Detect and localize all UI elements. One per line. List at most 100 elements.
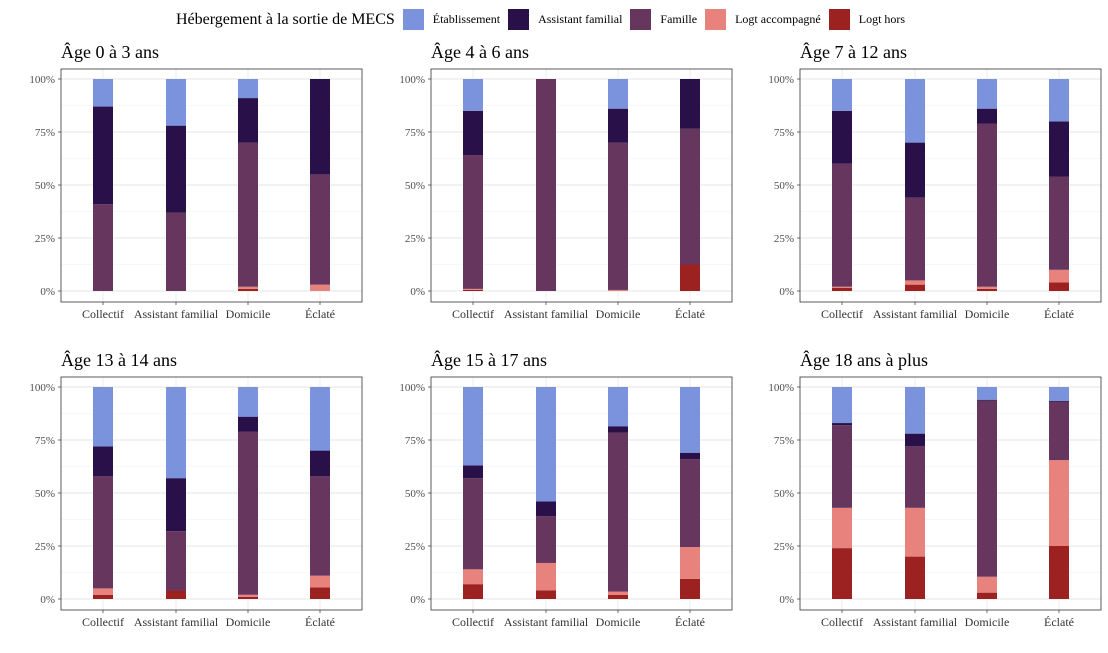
legend-label-etablissement: Établissement (432, 12, 501, 26)
x-tick-label: Assistant familial (134, 615, 219, 629)
panel-border (430, 68, 733, 303)
panel-title: Âge 15 à 17 ans (431, 349, 547, 370)
x-tick-label: Éclaté (305, 615, 335, 629)
bar-segment-logt-hors (832, 287, 852, 291)
bar-segment-logt-accompagn- (463, 288, 483, 290)
bar-segment-logt-accompagn- (608, 289, 628, 291)
bar-segment--tablissement (1049, 387, 1069, 401)
bar-segment-famille (166, 212, 186, 291)
y-tick-label: 50% (774, 488, 794, 500)
panel-border (799, 68, 1102, 303)
bar-segment--tablissement (832, 79, 852, 111)
bar-segment-logt-hors (1049, 546, 1069, 599)
panel-border (60, 68, 363, 303)
bar-segment-assistant-familial (238, 98, 258, 143)
legend-label-assistant-familial: Assistant familial (538, 12, 623, 26)
bar-segment-assistant-familial (608, 426, 628, 433)
bar-segment-famille (977, 123, 997, 287)
bar-segment-famille (463, 155, 483, 289)
bar-segment--tablissement (463, 79, 483, 111)
y-tick-label: 75% (35, 127, 55, 139)
bar-segment-famille (608, 432, 628, 592)
bar-segment-logt-hors (463, 289, 483, 291)
y-tick-label: 75% (405, 435, 425, 447)
bar-segment-logt-accompagn- (905, 280, 925, 285)
legend-key-etablissement (402, 9, 424, 30)
bar-segment-famille (310, 476, 330, 576)
bar-segment-logt-hors (905, 284, 925, 291)
bar-segment--tablissement (238, 387, 258, 417)
bar-segment-assistant-familial (93, 106, 113, 205)
x-tick-label: Assistant familial (873, 307, 958, 321)
bar-segment--tablissement (977, 387, 997, 400)
y-tick-label: 25% (774, 541, 794, 553)
x-tick-label: Domicile (596, 307, 641, 321)
bar-segment-logt-accompagn- (977, 576, 997, 593)
bar-segment--tablissement (977, 79, 997, 109)
bar-segment-logt-accompagn- (905, 507, 925, 557)
y-tick-label: 50% (35, 488, 55, 500)
x-tick-label: Assistant familial (504, 615, 589, 629)
bar-segment-logt-hors (680, 264, 700, 291)
bar-segment-logt-hors (463, 584, 483, 599)
x-tick-label: Domicile (596, 615, 641, 629)
bar-segment-assistant-familial (238, 416, 258, 432)
bar-segment-logt-accompagn- (832, 286, 852, 288)
x-tick-label: Éclaté (1044, 307, 1074, 321)
bar-segment-famille (536, 516, 556, 563)
bar-segment-logt-accompagn- (310, 575, 330, 588)
legend-item-logt-accompagne: Logt accompagné (705, 9, 821, 30)
bar-segment-logt-accompagn- (310, 284, 330, 291)
bar-segment-famille (905, 197, 925, 281)
bar-segment-famille (238, 142, 258, 287)
y-tick-label: 25% (774, 233, 794, 245)
y-tick-label: 75% (35, 435, 55, 447)
bar-segment-logt-accompagn- (1049, 269, 1069, 283)
bar-segment-famille (977, 400, 997, 577)
x-tick-label: Assistant familial (134, 307, 219, 321)
bar-segment-logt-accompagn- (832, 507, 852, 549)
bar-segment-logt-hors (608, 594, 628, 599)
y-tick-label: 0% (40, 286, 55, 298)
bar-segment-assistant-familial (1049, 400, 1069, 402)
bar-segment-logt-accompagn- (680, 547, 700, 579)
y-tick-label: 0% (40, 594, 55, 606)
bar-segment-famille (680, 128, 700, 265)
bar-segment-logt-hors (93, 594, 113, 599)
bar-segment-logt-accompagn- (536, 562, 556, 591)
x-tick-label: Domicile (965, 615, 1010, 629)
bar-segment-assistant-familial (310, 79, 330, 175)
legend: Hébergement à la sortie de MECS Établiss… (176, 9, 913, 30)
y-tick-label: 25% (35, 233, 55, 245)
bar-segment-assistant-familial (977, 108, 997, 124)
panel-border (60, 376, 363, 611)
panel-ge-18-ans-plus: Âge 18 ans à plus 0% 25% 50% 75% 100% Collecti… (768, 349, 1102, 629)
x-tick-label: Collectif (821, 307, 863, 321)
bar-segment--tablissement (832, 387, 852, 424)
y-tick-label: 100% (399, 74, 425, 86)
bar-segment-logt-hors (238, 288, 258, 291)
x-tick-label: Collectif (82, 307, 124, 321)
bar-segment-logt-accompagn- (608, 591, 628, 595)
bar-segment-logt-hors (905, 556, 925, 599)
bar-segment-assistant-familial (93, 446, 113, 477)
legend-item-famille: Famille (630, 9, 697, 30)
bar-segment-famille (832, 163, 852, 287)
y-tick-label: 50% (35, 180, 55, 192)
bar-segment-famille (93, 204, 113, 291)
bar-segment--tablissement (166, 79, 186, 126)
x-tick-label: Assistant familial (504, 307, 589, 321)
y-tick-label: 50% (405, 488, 425, 500)
legend-title: Hébergement à la sortie de MECS (176, 10, 395, 28)
bar-segment-logt-hors (977, 288, 997, 291)
bar-segment--tablissement (93, 79, 113, 107)
y-tick-label: 75% (774, 435, 794, 447)
bar-segment-famille (905, 446, 925, 508)
y-tick-label: 0% (410, 286, 425, 298)
panel-title: Âge 0 à 3 ans (61, 41, 159, 62)
bar-segment-assistant-familial (977, 399, 997, 401)
panel-ge-4-6-ans: Âge 4 à 6 ans 0% 25% 50% 75% 100% Collectif Ass… (399, 41, 733, 321)
bar-segment--tablissement (1049, 79, 1069, 122)
bar-segment-assistant-familial (310, 450, 330, 477)
bar-segment-assistant-familial (905, 142, 925, 198)
